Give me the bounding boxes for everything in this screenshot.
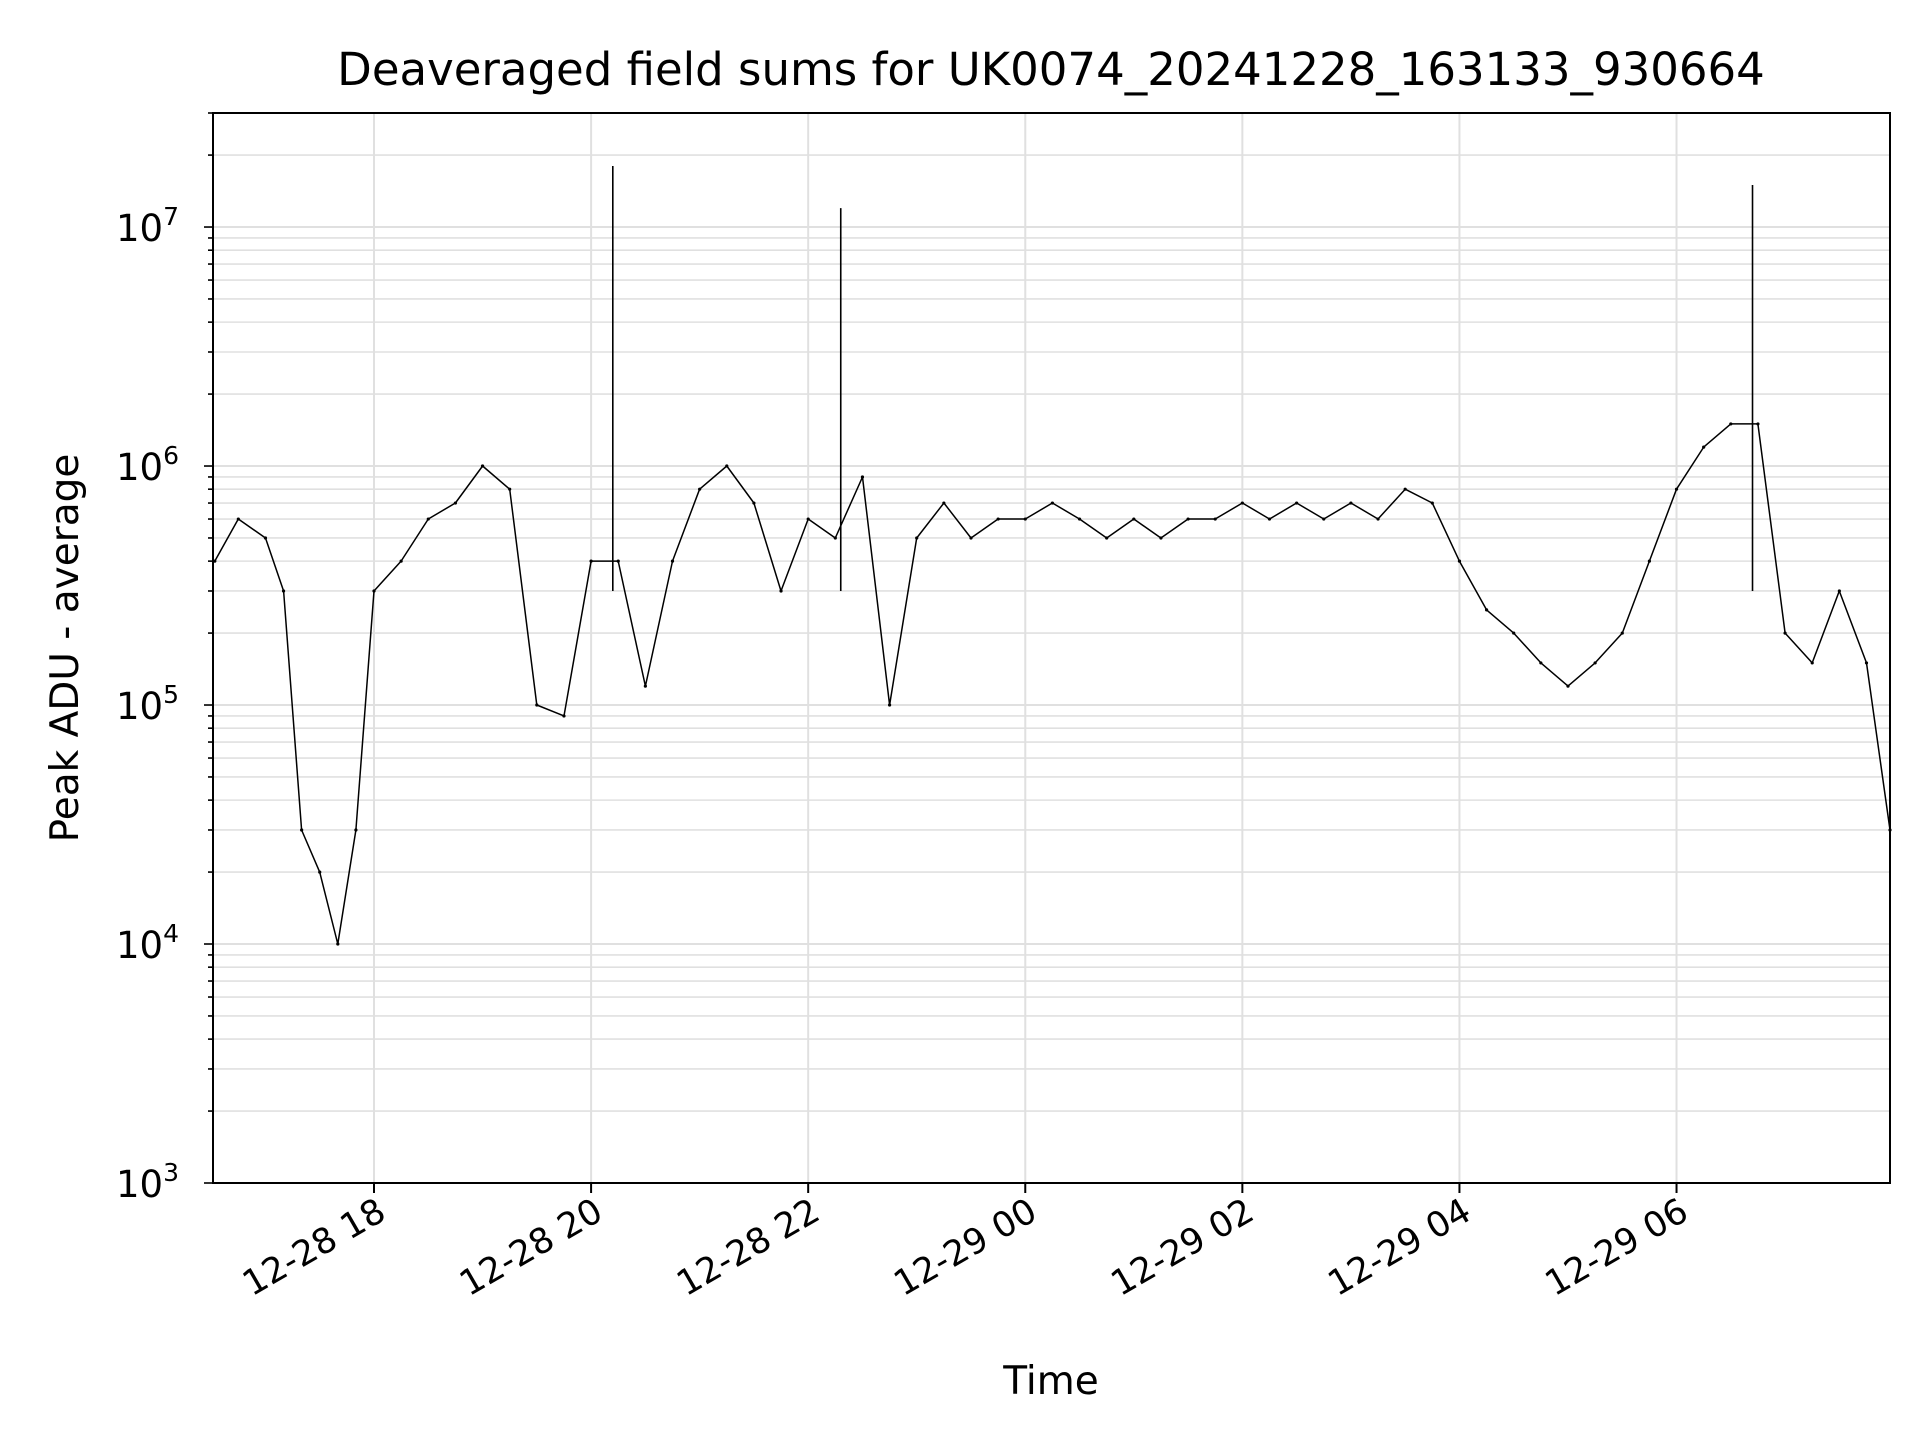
- data-point: [1050, 501, 1055, 505]
- data-point: [698, 487, 702, 491]
- data-point: [1132, 517, 1136, 521]
- data-point: [1077, 517, 1082, 521]
- data-point: [752, 501, 756, 505]
- data-point: [453, 501, 458, 505]
- data-point: [1430, 501, 1434, 505]
- data-point: [779, 589, 783, 593]
- data-point: [1159, 536, 1163, 540]
- data-point: [1674, 487, 1679, 491]
- data-point: [725, 464, 729, 468]
- data-point: [643, 684, 647, 688]
- data-point: [1756, 422, 1760, 426]
- data-point: [1512, 631, 1516, 635]
- data-point: [1403, 487, 1407, 491]
- data-point: [562, 714, 566, 718]
- data-point: [1105, 536, 1109, 540]
- data-point: [213, 559, 217, 563]
- data-point: [480, 464, 485, 468]
- data-point: [281, 589, 286, 593]
- data-point: [1593, 661, 1597, 665]
- data-point: [1864, 661, 1869, 665]
- data-point: [336, 942, 340, 946]
- data-point: [1783, 631, 1787, 635]
- grid-lines: [213, 112, 1890, 1184]
- data-point: [1810, 661, 1814, 665]
- data-point: [887, 703, 892, 707]
- data-point: [942, 501, 946, 505]
- data-point: [372, 589, 376, 593]
- x-axis-label: Time: [1002, 1359, 1098, 1404]
- data-point: [1213, 517, 1217, 521]
- data-point: [318, 870, 322, 874]
- data-point: [426, 517, 430, 521]
- data-point: [833, 536, 837, 540]
- data-point: [1349, 501, 1353, 505]
- data-point: [915, 536, 919, 540]
- y-axis-label: Peak ADU - average: [43, 454, 88, 843]
- data-point: [1484, 608, 1489, 612]
- chart-title: Deaveraged field sums for UK0074_2024122…: [337, 43, 1765, 96]
- data-point: [969, 536, 973, 540]
- data-point: [1837, 589, 1841, 593]
- data-point: [1457, 559, 1462, 563]
- series-layer: [213, 166, 1892, 946]
- data-point: [1620, 631, 1624, 635]
- data-point: [860, 475, 865, 479]
- data-point: [589, 559, 593, 563]
- data-point: [806, 517, 810, 521]
- data-point: [236, 517, 240, 521]
- data-point: [300, 828, 304, 832]
- data-point: [1376, 517, 1380, 521]
- data-point: [508, 487, 512, 491]
- data-point: [535, 703, 539, 707]
- data-point: [263, 536, 268, 540]
- data-point: [670, 559, 675, 563]
- data-point: [1539, 661, 1543, 665]
- data-point: [1702, 445, 1706, 449]
- plot-frame: [212, 112, 1891, 1184]
- data-point: [354, 828, 358, 832]
- data-point: [1322, 517, 1326, 521]
- data-point: [1023, 517, 1027, 521]
- data-point: [1295, 501, 1299, 505]
- data-point: [616, 559, 620, 563]
- data-point: [1566, 684, 1570, 688]
- data-point: [1267, 517, 1272, 521]
- data-point: [1186, 517, 1190, 521]
- data-point: [399, 559, 403, 563]
- data-point: [996, 517, 1000, 521]
- data-point: [1729, 422, 1733, 426]
- data-point: [1240, 501, 1244, 505]
- data-point: [1647, 559, 1651, 563]
